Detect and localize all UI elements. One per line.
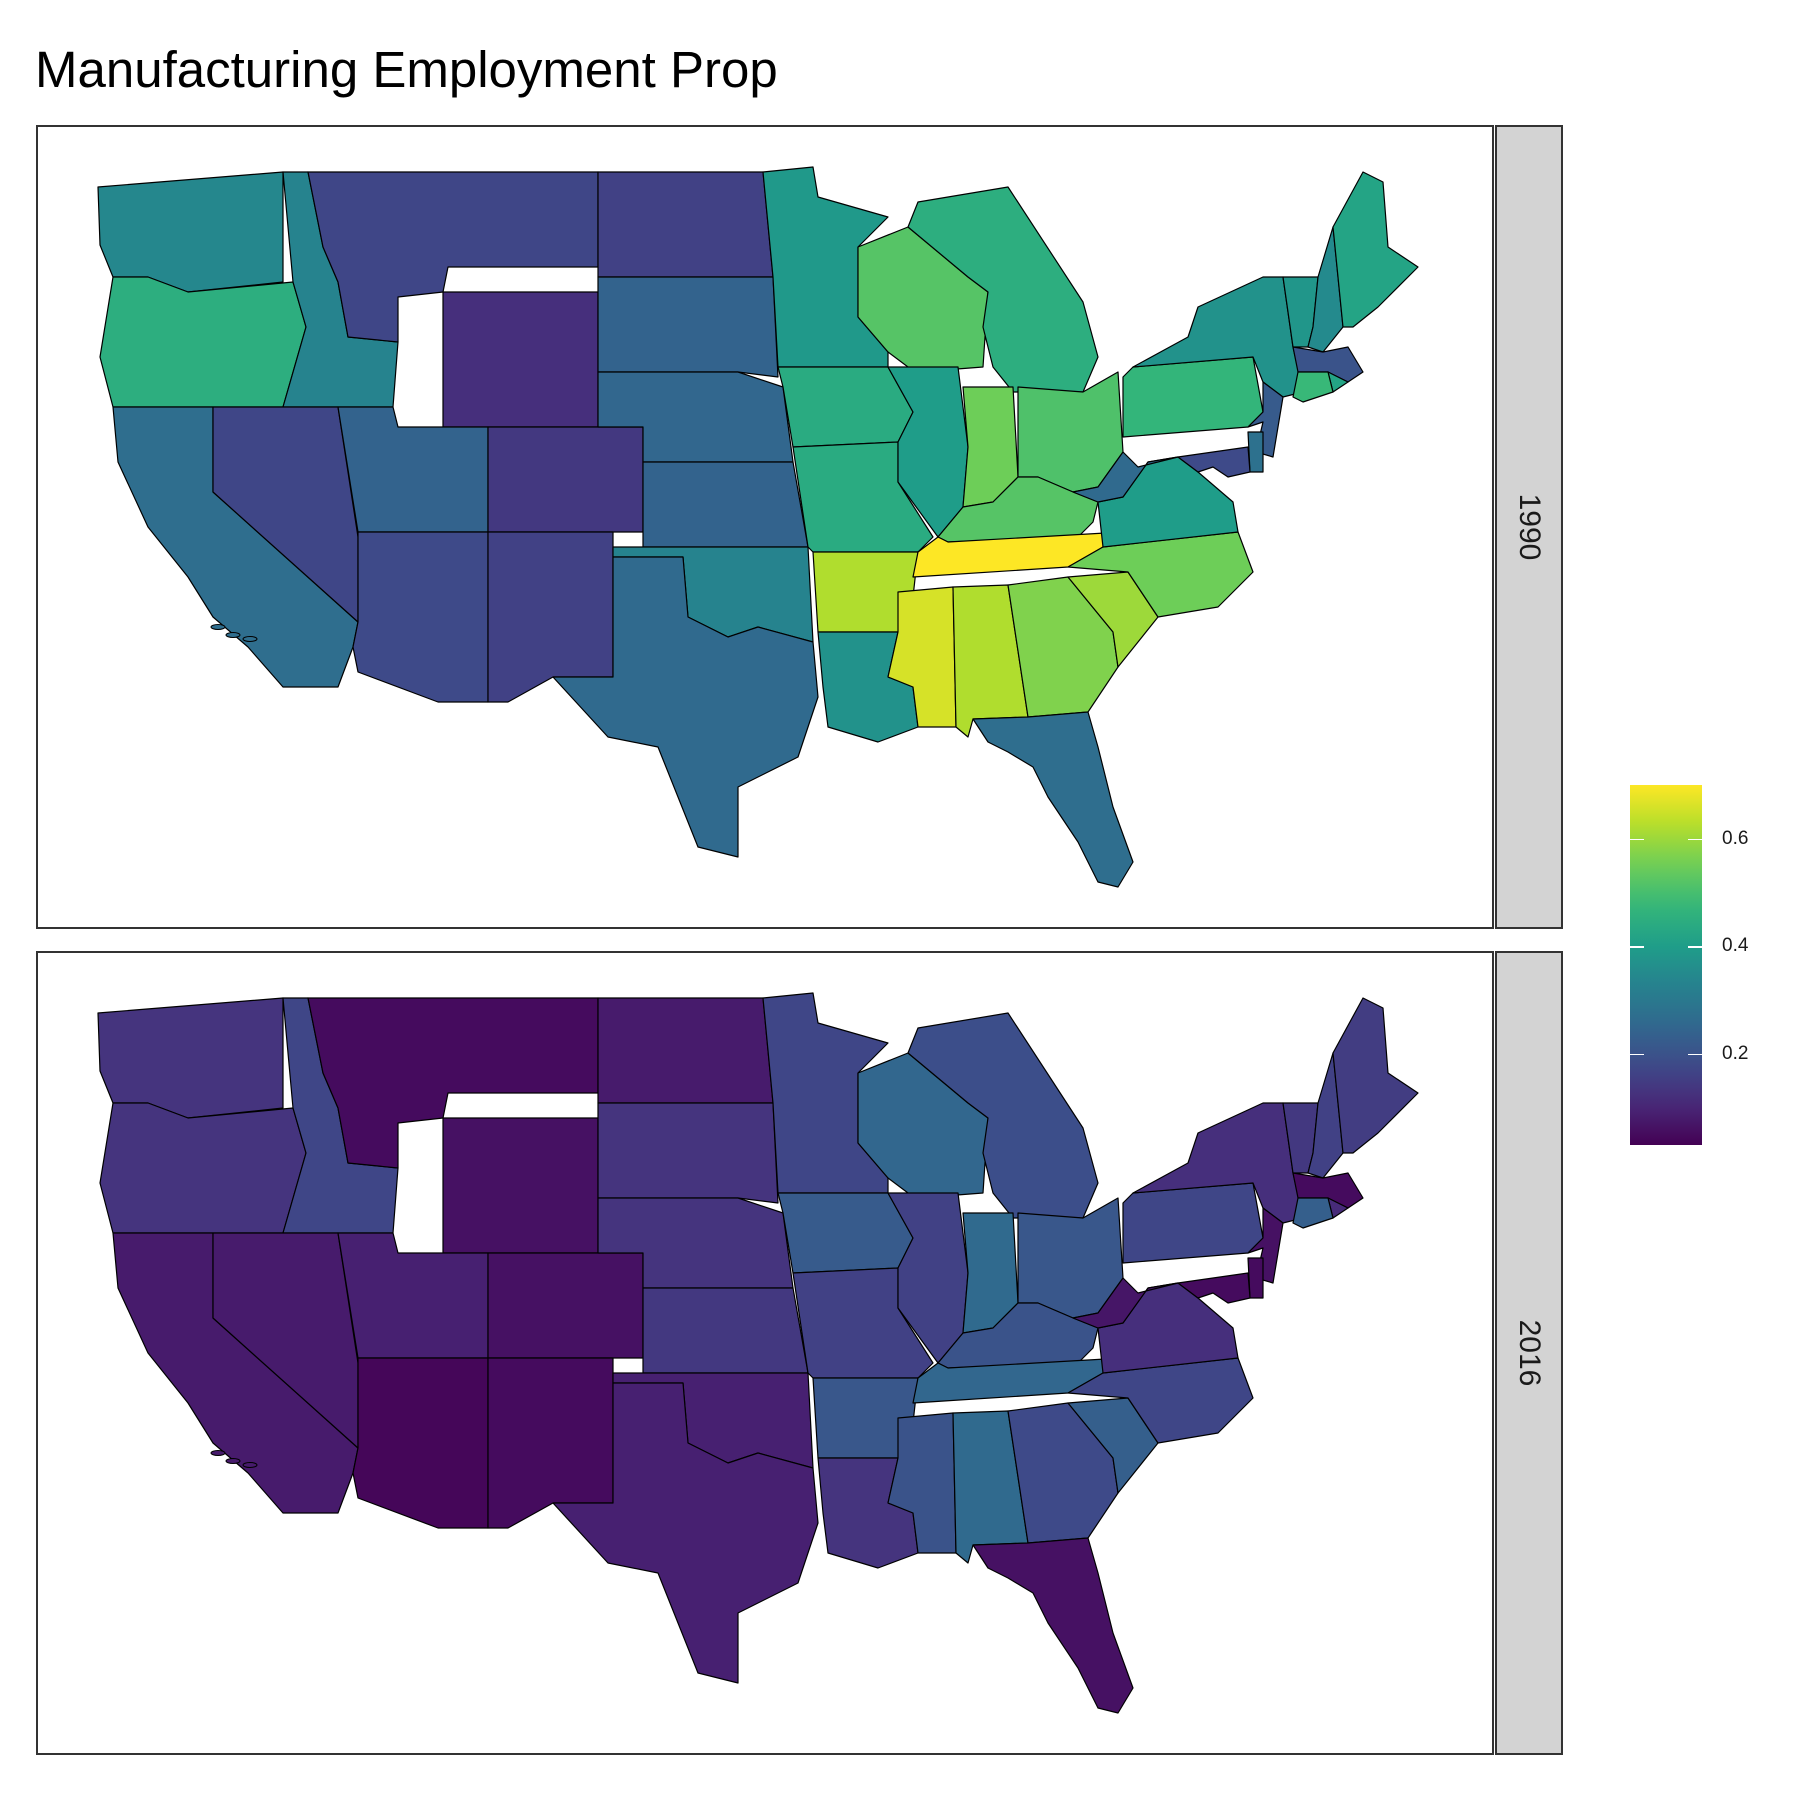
legend-tick-label: 0.6 [1722, 827, 1749, 849]
state-tx-2016 [552, 1382, 819, 1684]
state-de-2016 [1247, 1257, 1264, 1299]
island-0-2016 [210, 1450, 226, 1456]
facet-strip-1990: 1990 [1495, 125, 1563, 929]
state-de-1990 [1247, 431, 1264, 473]
state-wv-1990 [1072, 451, 1179, 503]
state-fl-2016 [972, 1537, 1134, 1714]
state-ia-1990 [777, 366, 914, 448]
map-2016 [97, 992, 1419, 1714]
state-az-1990 [352, 531, 489, 703]
state-or-1990 [99, 276, 307, 408]
state-pa-2016 [1122, 1182, 1264, 1264]
state-fl-1990 [972, 711, 1134, 888]
state-ia-2016 [777, 1192, 914, 1274]
facet-label-1990: 1990 [1513, 493, 1546, 561]
state-wy-1990 [442, 291, 599, 428]
state-sd-2016 [597, 1102, 779, 1204]
state-me-2016 [1332, 997, 1419, 1154]
state-nd-2016 [597, 997, 774, 1104]
state-pa-1990 [1122, 356, 1264, 438]
legend-tick-mark-left [1630, 838, 1644, 841]
legend-tick-mark-left [1630, 1053, 1644, 1056]
state-wy-2016 [442, 1117, 599, 1254]
color-bar [1630, 785, 1702, 1145]
state-co-1990 [487, 426, 644, 533]
state-ks-2016 [642, 1287, 809, 1374]
state-nd-1990 [597, 171, 774, 278]
state-me-1990 [1332, 171, 1419, 328]
state-ks-1990 [642, 461, 809, 548]
chart-title: Manufacturing Employment Prop [35, 41, 778, 98]
state-wa-1990 [97, 171, 284, 293]
legend-tick-label: 0.4 [1722, 935, 1749, 957]
state-md-2016 [1177, 1272, 1251, 1304]
map-panel-1990 [36, 125, 1494, 929]
island-1-1990 [225, 632, 241, 638]
state-mi-2016 [907, 1012, 1099, 1219]
state-wv-2016 [1072, 1277, 1179, 1329]
legend-tick-label: 0.2 [1722, 1042, 1749, 1064]
state-az-2016 [352, 1357, 489, 1529]
island-2-1990 [242, 636, 258, 642]
legend-tick-mark-left [1630, 946, 1644, 948]
state-ct-1990 [1292, 371, 1334, 403]
state-or-2016 [99, 1102, 307, 1234]
island-0-1990 [210, 624, 226, 630]
facet-strip-2016: 2016 [1495, 951, 1563, 1755]
legend-tick-mark-right [1688, 946, 1702, 948]
state-ct-2016 [1292, 1197, 1334, 1229]
state-wa-2016 [97, 997, 284, 1119]
state-sc-1990 [1067, 571, 1159, 668]
state-md-1990 [1177, 446, 1251, 478]
map-1990 [97, 166, 1419, 888]
legend-tick-mark-right [1688, 1053, 1702, 1056]
state-tx-1990 [552, 556, 819, 858]
state-co-2016 [487, 1252, 644, 1359]
island-1-2016 [225, 1458, 241, 1464]
state-sd-1990 [597, 276, 779, 378]
legend-tick-mark-right [1688, 838, 1702, 841]
state-sc-2016 [1067, 1397, 1159, 1494]
facet-label-2016: 2016 [1513, 1319, 1546, 1387]
state-mi-1990 [907, 186, 1099, 393]
island-2-2016 [242, 1462, 258, 1468]
map-panel-2016 [36, 951, 1494, 1755]
